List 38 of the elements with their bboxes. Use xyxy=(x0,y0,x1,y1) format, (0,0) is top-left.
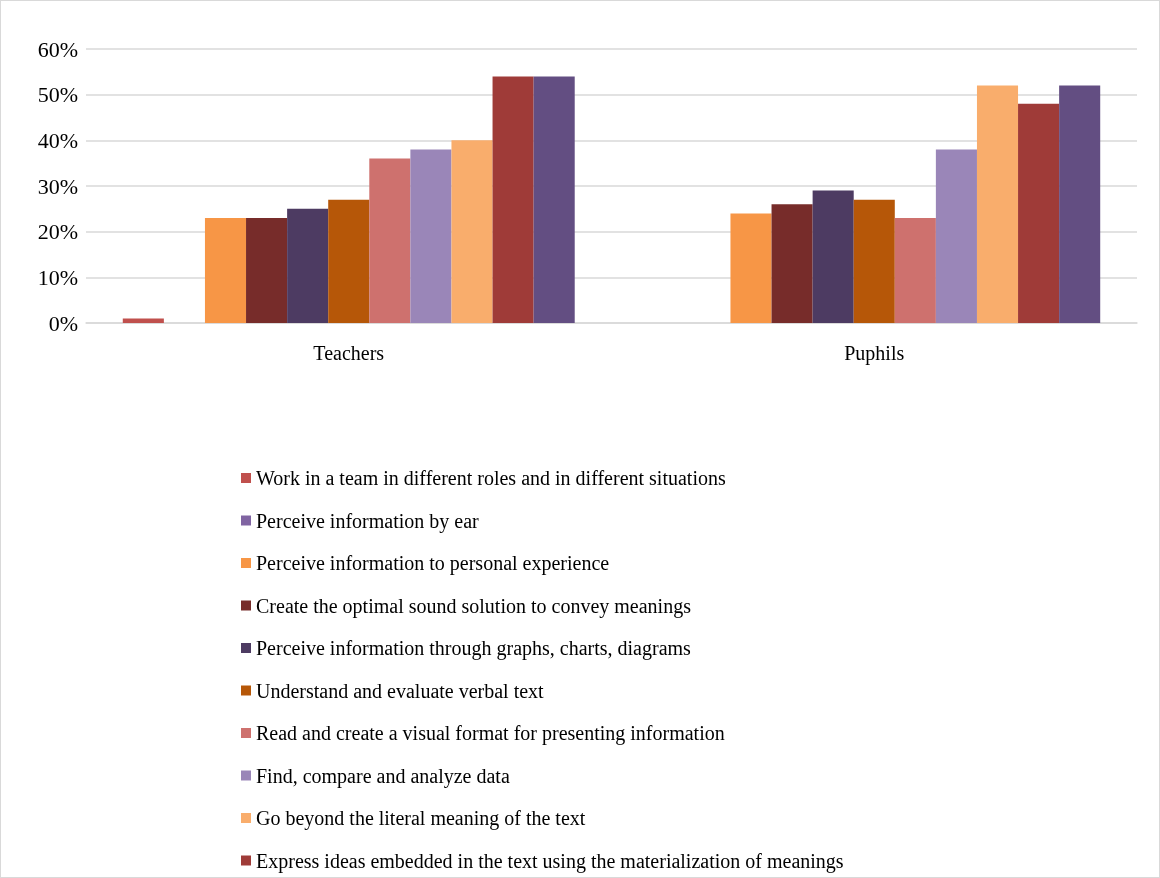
bar xyxy=(976,85,1019,323)
bar xyxy=(492,76,534,323)
bar xyxy=(122,318,164,323)
legend-label: Perceive information by ear xyxy=(256,509,480,533)
legend-label: Find, compare and analyze data xyxy=(256,764,510,788)
legend-label: Read and create a visual format for presenting information xyxy=(256,722,725,745)
bar xyxy=(533,76,575,323)
y-tick-label: 60% xyxy=(37,36,78,62)
bar xyxy=(894,217,936,323)
bar xyxy=(1018,103,1060,323)
bar xyxy=(1059,85,1101,323)
y-tick-label: 10% xyxy=(37,264,78,290)
bar xyxy=(771,204,813,323)
bar xyxy=(369,158,411,323)
y-tick-label: 40% xyxy=(37,127,78,153)
bar xyxy=(204,217,247,323)
legend-label: Express ideas embedded in the text using the materialization of meanings xyxy=(256,849,844,873)
legend-label: Perceive information through graphs, charts, diagrams xyxy=(256,637,692,660)
y-tick-label: 50% xyxy=(37,82,78,108)
bar xyxy=(246,217,288,323)
bar xyxy=(935,149,977,323)
x-tick-label: Puphils xyxy=(844,342,905,365)
y-tick-label: 0% xyxy=(48,310,78,336)
legend-label: Go beyond the literal meaning of the text xyxy=(256,807,586,830)
legend-label: Work in a team in different roles and in different situations xyxy=(256,467,726,489)
legend-label: Understand and evaluate verbal text xyxy=(256,679,545,702)
x-tick-label: Teachers xyxy=(313,342,385,364)
bar xyxy=(328,199,370,323)
bar xyxy=(853,199,895,323)
bar xyxy=(287,208,329,323)
bar xyxy=(451,140,493,323)
y-tick-label: 30% xyxy=(37,173,78,199)
bar xyxy=(730,213,772,323)
legend-label: Perceive information to personal experience xyxy=(256,552,610,575)
legend-label: Create the optimal sound solution to convey meanings xyxy=(256,594,692,618)
bar xyxy=(410,149,452,323)
y-tick-label: 20% xyxy=(37,219,78,245)
bar xyxy=(812,190,854,323)
